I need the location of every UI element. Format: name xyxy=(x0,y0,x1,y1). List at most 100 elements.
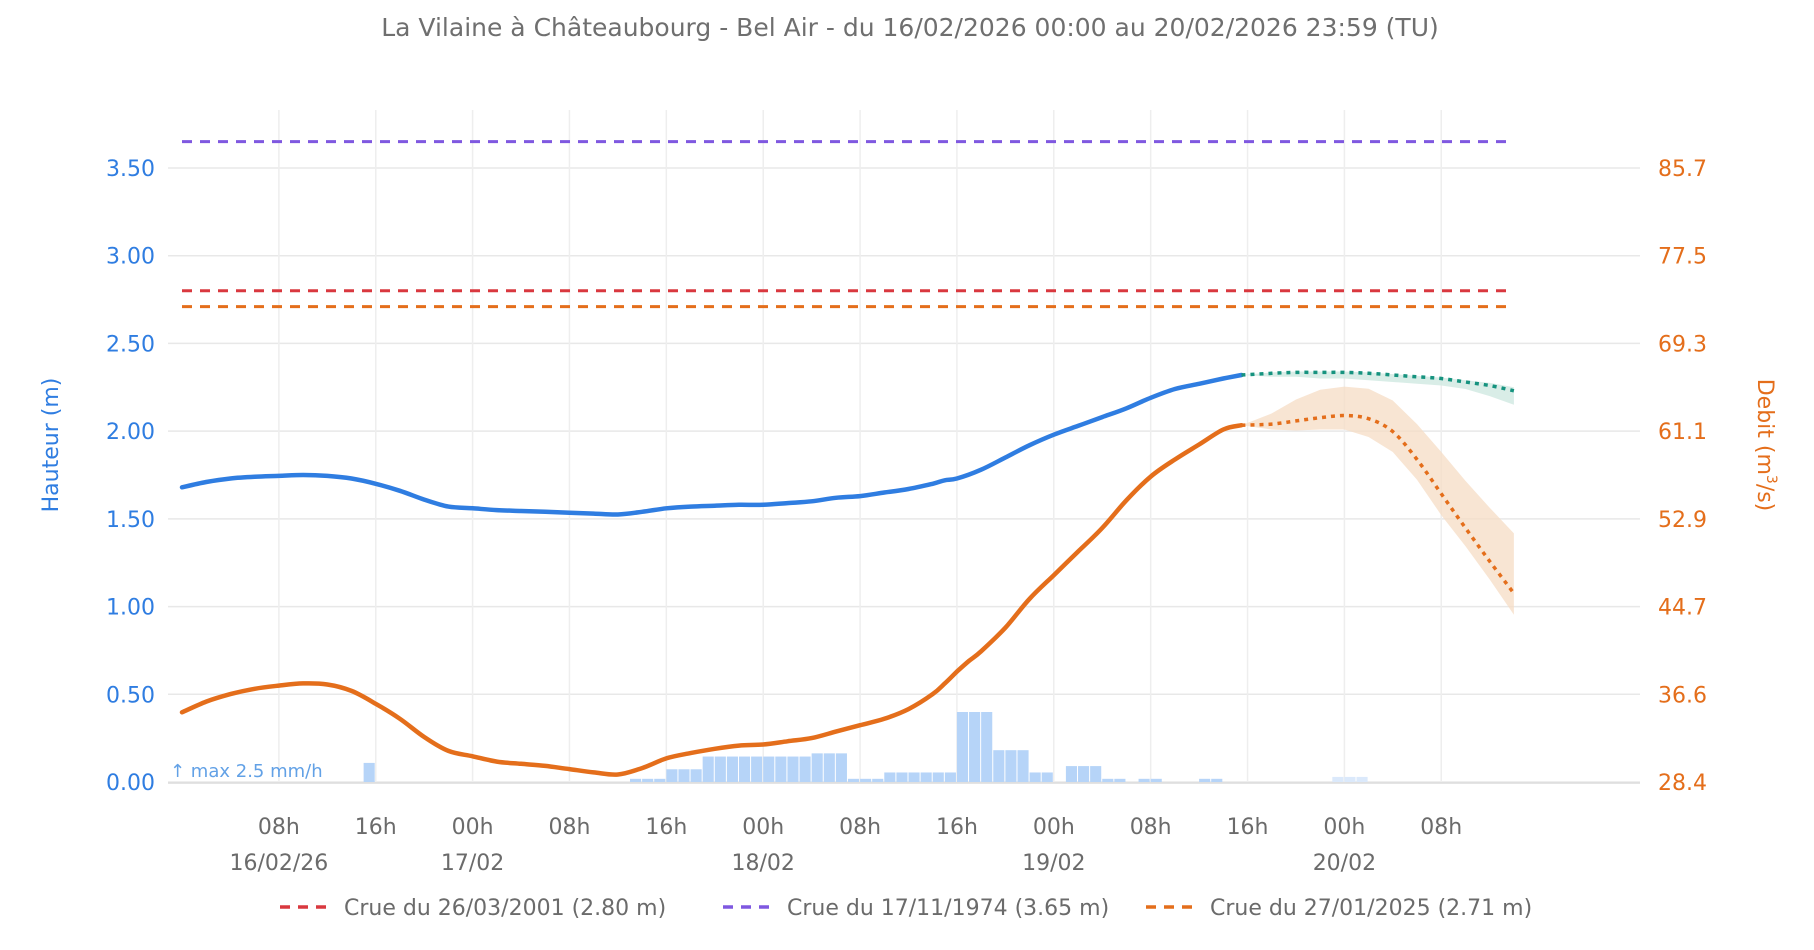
series-lines xyxy=(179,370,1516,777)
legend-item-1974[interactable]: Crue du 17/11/1974 (3.65 m) xyxy=(723,896,1109,921)
rain-bar xyxy=(872,778,884,782)
rain-bar xyxy=(714,756,726,782)
legend-item-2025[interactable]: Crue du 27/01/2025 (2.71 m) xyxy=(1146,896,1532,921)
rain-bar xyxy=(630,778,642,782)
x-date-label: 17/02 xyxy=(441,851,504,876)
rain-bar xyxy=(1138,778,1150,782)
height-forecast-line xyxy=(1241,370,1515,393)
rain-bar xyxy=(763,756,775,782)
y-right-tick-label: 69.3 xyxy=(1658,332,1707,357)
rain-bar xyxy=(787,756,799,782)
y-left-axis-label: Hauteur (m) xyxy=(39,378,64,513)
rain-bar xyxy=(896,772,908,782)
y-right-axis-label: Debit (m3/s) xyxy=(1752,379,1779,512)
x-tick-label: 08h xyxy=(258,815,300,840)
y-right-tick-label: 28.4 xyxy=(1658,771,1707,796)
rain-bar xyxy=(1005,750,1017,782)
rain-bar xyxy=(981,712,993,782)
rain-bar xyxy=(690,769,702,782)
y-right-axis-label-main: Debit (m xyxy=(1752,379,1777,475)
rain-bar xyxy=(702,756,714,782)
rain-bar xyxy=(835,753,847,782)
forecast-bands xyxy=(1241,371,1514,615)
x-tick-label: 00h xyxy=(1323,815,1365,840)
legend-label: Crue du 26/03/2001 (2.80 m) xyxy=(344,896,666,921)
discharge-observed-line xyxy=(179,422,1244,777)
x-tick-label: 16h xyxy=(936,815,978,840)
rain-bar xyxy=(956,712,969,782)
x-date-label: 18/02 xyxy=(731,851,794,876)
x-tick-label: 08h xyxy=(1420,815,1462,840)
x-tick-label: 16h xyxy=(645,815,687,840)
rain-bar xyxy=(666,769,678,782)
rain-bar xyxy=(993,750,1005,782)
rain-bars xyxy=(363,712,1368,782)
rain-bar xyxy=(908,772,920,782)
rain-bar xyxy=(738,756,751,782)
rain-bar xyxy=(920,772,932,782)
rain-bar xyxy=(944,772,956,782)
rain-bar xyxy=(751,756,763,782)
rain-bar xyxy=(1065,766,1078,782)
rain-bar xyxy=(884,772,896,782)
y-left-tick-label: 2.00 xyxy=(106,420,155,445)
height-observed-line xyxy=(179,372,1244,517)
rain-bar xyxy=(1029,772,1041,782)
rain-bar xyxy=(654,778,666,782)
x-tick-label: 08h xyxy=(548,815,590,840)
y-right-tick-label: 36.6 xyxy=(1658,683,1707,708)
y-left-tick-label: 2.50 xyxy=(106,332,155,357)
rain-bar xyxy=(1041,772,1053,782)
y-right-axis-label-sup: 3 xyxy=(1763,475,1779,484)
legend-item-2001[interactable]: Crue du 26/03/2001 (2.80 m) xyxy=(280,896,666,921)
rain-bar xyxy=(969,712,981,782)
legend-label: Crue du 17/11/1974 (3.65 m) xyxy=(787,896,1109,921)
x-date-label: 16/02/26 xyxy=(229,851,328,876)
y-left-tick-label: 1.50 xyxy=(106,508,155,533)
rain-bar xyxy=(1114,778,1126,782)
rain-bar xyxy=(811,753,823,782)
rain-forecast-bar xyxy=(1332,776,1344,782)
y-left-tick-label: 1.00 xyxy=(106,596,155,621)
rain-max-note: ↑ max 2.5 mm/h xyxy=(170,761,323,782)
rain-bar xyxy=(363,762,375,782)
discharge-forecast-line xyxy=(1241,413,1516,595)
reference-lines xyxy=(182,140,1514,309)
rain-forecast-bar xyxy=(1356,776,1368,782)
rain-bar xyxy=(726,756,738,782)
x-tick-label: 16h xyxy=(355,815,397,840)
x-tick-label: 08h xyxy=(839,815,881,840)
rain-bar xyxy=(847,778,860,782)
rain-bar xyxy=(642,778,654,782)
y-right-tick-label: 44.7 xyxy=(1658,596,1707,621)
rain-bar xyxy=(1102,778,1114,782)
y-right-tick-label: 85.7 xyxy=(1658,157,1707,182)
rain-bar xyxy=(1211,778,1223,782)
legend-label: Crue du 27/01/2025 (2.71 m) xyxy=(1210,896,1532,921)
y-left-tick-label: 0.50 xyxy=(106,683,155,708)
rain-bar xyxy=(1199,778,1211,782)
rain-bar xyxy=(1078,766,1090,782)
y-right-axis-label-tail: /s) xyxy=(1752,484,1777,511)
x-tick-label: 00h xyxy=(452,815,494,840)
rain-bar xyxy=(932,772,944,782)
y-right-tick-label: 61.1 xyxy=(1658,420,1707,445)
axis-ticks: 0.00 28.4 0.50 36.6 1.00 44.7 1.50 52.9 2.00 61.1… xyxy=(106,157,1707,876)
discharge-forecast-band xyxy=(1241,386,1514,615)
rain-bar xyxy=(1017,750,1029,782)
x-tick-label: 08h xyxy=(1130,815,1172,840)
x-tick-label: 00h xyxy=(1033,815,1075,840)
rain-bar xyxy=(860,778,872,782)
y-left-tick-label: 0.00 xyxy=(106,771,155,796)
y-left-tick-label: 3.00 xyxy=(106,245,155,270)
y-right-tick-label: 77.5 xyxy=(1658,245,1707,270)
x-tick-label: 00h xyxy=(742,815,784,840)
x-date-label: 19/02 xyxy=(1022,851,1085,876)
rain-bar xyxy=(775,756,787,782)
rain-bar xyxy=(678,769,690,782)
rain-forecast-bar xyxy=(1344,776,1356,782)
rain-bar xyxy=(1150,778,1162,782)
y-right-tick-label: 52.9 xyxy=(1658,508,1707,533)
legend: Crue du 26/03/2001 (2.80 m) Crue du 17/11… xyxy=(280,896,1532,921)
